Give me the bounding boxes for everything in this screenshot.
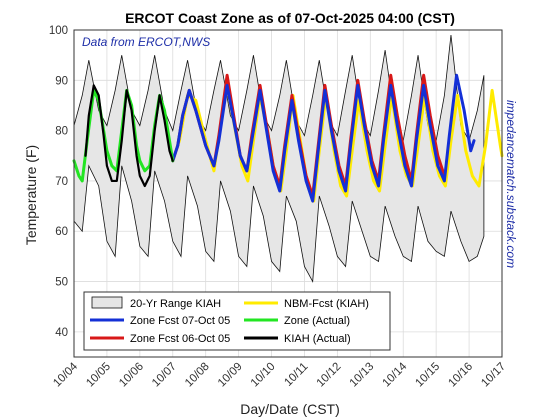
series-marks [72, 34, 504, 283]
x-axis-label: Day/Date (CST) [240, 401, 340, 417]
y-tick-label: 70 [55, 176, 68, 188]
range-band-kiah [73, 34, 485, 283]
y-axis-label: Temperature (F) [23, 145, 39, 245]
x-tick-label: 10/13 [348, 361, 377, 390]
legend-box [83, 291, 391, 351]
legend-label: 20-Yr Range KIAH [130, 298, 221, 310]
legend-swatch [91, 296, 123, 309]
y-tick-label: 100 [49, 25, 68, 37]
x-tick-label: 10/06 [117, 361, 146, 390]
y-tick-label: 50 [55, 277, 68, 289]
plot-frame [73, 29, 503, 358]
x-tick-label: 10/04 [51, 360, 80, 389]
y-tick-label: 80 [55, 126, 68, 138]
x-tick-label: 10/14 [381, 360, 410, 389]
x-tick-label: 10/05 [84, 361, 113, 390]
legend-label: KIAH (Actual) [284, 333, 351, 345]
y-tick-label: 90 [55, 75, 68, 87]
zone-fcst-07oct-line [171, 73, 476, 203]
legend-label: Zone (Actual) [284, 315, 350, 327]
y-axis-ticks: 40 50 60 70 80 90 100 [49, 25, 68, 339]
x-tick-label: 10/10 [249, 361, 278, 390]
kiah-actual-line [84, 84, 174, 188]
y-tick-label: 60 [55, 226, 68, 238]
y-tick-label: 40 [55, 327, 68, 339]
x-tick-label: 10/15 [413, 361, 442, 390]
x-tick-label: 10/07 [150, 361, 179, 390]
legend-label: Zone Fcst 07-Oct 05 [130, 315, 230, 327]
x-tick-label: 10/09 [216, 361, 245, 390]
x-tick-label: 10/11 [282, 361, 310, 389]
legend-label: NBM-Fcst (KIAH) [284, 298, 369, 310]
x-tick-label: 10/12 [315, 361, 344, 390]
x-axis-ticks: 10/04 10/05 10/06 10/07 10/08 10/09 10/10 10/11… [51, 360, 508, 389]
x-tick-label: 10/16 [446, 361, 475, 390]
side-credit-text: impedancematch.substack.com [504, 100, 518, 268]
x-tick-label: 10/17 [479, 361, 508, 390]
legend: 20-Yr Range KIAH NBM-Fcst (KIAH) Zone Fcst… [83, 291, 391, 351]
legend-label: Zone Fcst 06-Oct 05 [130, 333, 230, 345]
x-tick-label: 10/08 [183, 361, 212, 390]
data-source-note: Data from ERCOT,NWS [82, 35, 210, 49]
chart-title: ERCOT Coast Zone as of 07-Oct-2025 04:00… [125, 10, 455, 26]
